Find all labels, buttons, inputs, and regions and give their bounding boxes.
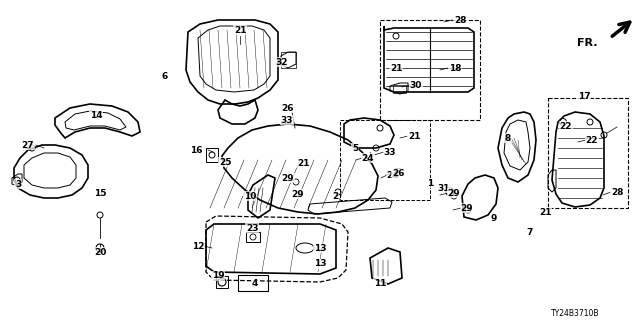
Text: 10: 10 bbox=[244, 191, 256, 201]
Text: 16: 16 bbox=[189, 146, 202, 155]
Text: 14: 14 bbox=[90, 110, 102, 119]
Text: 21: 21 bbox=[234, 26, 246, 35]
Text: 26: 26 bbox=[392, 169, 404, 178]
Bar bbox=[548, 98, 628, 208]
Text: 29: 29 bbox=[282, 173, 294, 182]
Text: 19: 19 bbox=[212, 271, 224, 281]
Text: 27: 27 bbox=[22, 140, 35, 149]
Text: 21: 21 bbox=[390, 63, 403, 73]
Text: 11: 11 bbox=[374, 278, 387, 287]
Text: 24: 24 bbox=[362, 154, 374, 163]
Bar bbox=[393, 85, 406, 93]
Text: 29: 29 bbox=[292, 189, 304, 198]
Text: 30: 30 bbox=[410, 81, 422, 90]
Text: 4: 4 bbox=[252, 278, 258, 287]
Text: 13: 13 bbox=[314, 244, 326, 252]
Text: 33: 33 bbox=[384, 148, 396, 156]
Bar bbox=[206, 148, 218, 162]
Text: 26: 26 bbox=[281, 103, 293, 113]
Text: FR.: FR. bbox=[577, 38, 598, 48]
Text: 1: 1 bbox=[427, 179, 433, 188]
Text: 6: 6 bbox=[162, 71, 168, 81]
Text: 23: 23 bbox=[246, 223, 259, 233]
Text: 5: 5 bbox=[352, 143, 358, 153]
Text: 29: 29 bbox=[461, 204, 474, 212]
Text: 33: 33 bbox=[281, 116, 293, 124]
Text: 22: 22 bbox=[586, 135, 598, 145]
Text: 20: 20 bbox=[94, 247, 106, 257]
Text: 28: 28 bbox=[454, 15, 467, 25]
Text: 22: 22 bbox=[560, 122, 572, 131]
Text: 2: 2 bbox=[332, 191, 338, 201]
Text: 31: 31 bbox=[438, 183, 451, 193]
Bar bbox=[246, 232, 260, 242]
Bar bbox=[281, 52, 296, 68]
Text: 18: 18 bbox=[449, 63, 461, 73]
Bar bbox=[380, 20, 480, 120]
Text: 24: 24 bbox=[387, 171, 399, 180]
Text: 28: 28 bbox=[611, 188, 623, 196]
Text: 21: 21 bbox=[539, 207, 551, 217]
Text: 12: 12 bbox=[192, 242, 204, 251]
Text: 21: 21 bbox=[408, 132, 420, 140]
Bar bbox=[216, 276, 228, 288]
Text: 7: 7 bbox=[527, 228, 533, 236]
Text: 32: 32 bbox=[276, 58, 288, 67]
Text: 8: 8 bbox=[505, 133, 511, 142]
Text: 29: 29 bbox=[448, 188, 460, 197]
Bar bbox=[238, 275, 268, 291]
Bar bbox=[340, 120, 430, 200]
Text: TY24B3710B: TY24B3710B bbox=[551, 308, 599, 317]
Text: 15: 15 bbox=[93, 188, 106, 197]
Text: 21: 21 bbox=[297, 158, 309, 167]
Text: 25: 25 bbox=[219, 157, 231, 166]
Text: 3: 3 bbox=[15, 180, 21, 188]
Text: 13: 13 bbox=[314, 260, 326, 268]
Text: 9: 9 bbox=[491, 213, 497, 222]
Text: 17: 17 bbox=[578, 92, 590, 100]
